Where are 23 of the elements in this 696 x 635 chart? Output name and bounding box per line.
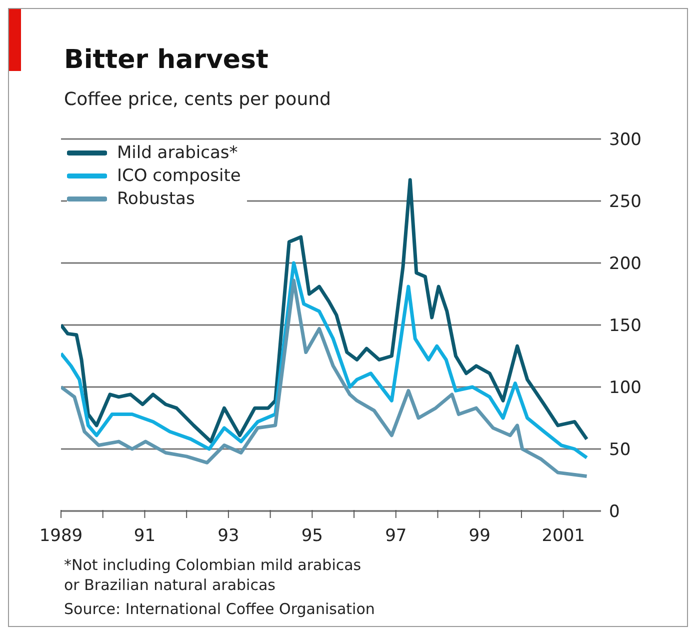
x-tick-label: 2001 (542, 526, 585, 546)
y-tick-label: 300 (609, 130, 642, 150)
source-note: Source: International Coffee Organisation (64, 599, 376, 619)
y-tick-label: 200 (609, 254, 642, 274)
x-tick-label: 97 (385, 526, 407, 546)
legend-label: Robustas (117, 188, 195, 208)
y-tick-label: 100 (609, 378, 642, 398)
legend-label: ICO composite (117, 166, 241, 186)
x-tick-label: 1989 (39, 526, 83, 546)
y-tick-label: 150 (609, 316, 642, 336)
line-series (61, 261, 589, 460)
chart-subtitle: Coffee price, cents per pound (64, 89, 331, 110)
chart-title: Bitter harvest (64, 45, 268, 75)
text: *Not including Colombian mild arabicas or Brazilian natural arabicas (64, 555, 362, 595)
y-tick-label: 50 (609, 440, 631, 460)
y-tick-label: 0 (609, 502, 620, 522)
legend-label: Mild arabicas* (117, 142, 238, 162)
x-tick-label: 93 (218, 526, 240, 546)
line-series (61, 278, 589, 478)
y-tick-label: 250 (609, 192, 642, 212)
x-tick-label: 91 (134, 526, 156, 546)
x-tick-label: 99 (468, 526, 490, 546)
x-tick-label: 95 (301, 526, 323, 546)
